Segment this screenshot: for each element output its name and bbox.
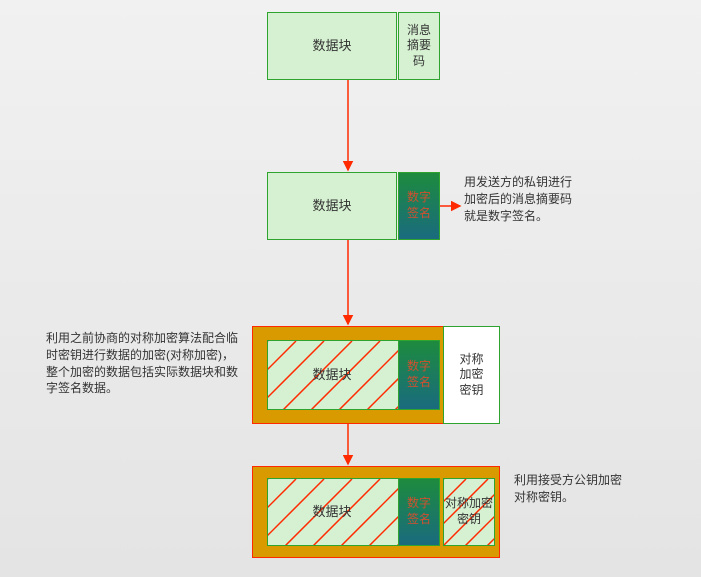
stage1-digest: 消息摘要码 [398,12,440,80]
stage4-data-block: 数据块 [267,478,397,546]
stage4-encrypted-key: 对称加密密钥 [443,478,495,546]
stage1-data-block: 数据块 [267,12,397,80]
stage3-annotation: 利用之前协商的对称加密算法配合临时密钥进行数据的加密(对称加密)，整个加密的数据… [46,330,242,397]
stage4-annotation: 利用接受方公钥加密对称密钥。 [514,472,630,506]
stage3-symmetric-key: 对称加密密钥 [443,326,500,424]
stage4-signature: 数字签名 [398,478,440,546]
stage3-signature: 数字签名 [398,340,440,410]
stage2-data-block: 数据块 [267,172,397,240]
stage2-annotation: 用发送方的私钥进行加密后的消息摘要码就是数字签名。 [464,174,580,224]
stage3-data-block: 数据块 [267,340,397,410]
stage2-signature: 数字签名 [398,172,440,240]
